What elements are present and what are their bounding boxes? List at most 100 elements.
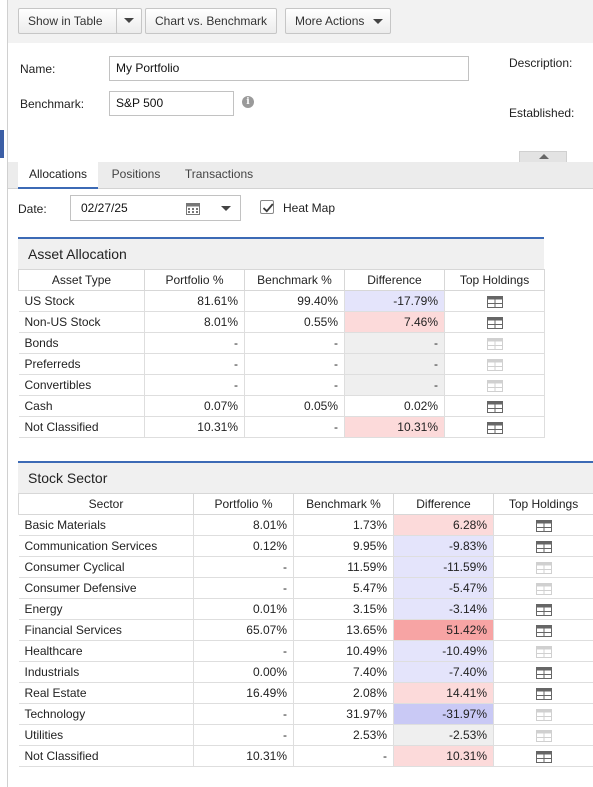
calendar-icon[interactable] xyxy=(186,202,200,215)
more-actions-button[interactable]: More Actions xyxy=(285,8,391,34)
show-in-table-button[interactable]: Show in Table xyxy=(18,8,118,34)
table-grid-icon[interactable] xyxy=(486,421,503,434)
table-grid-icon[interactable] xyxy=(486,400,503,413)
difference-cell: - xyxy=(344,353,445,375)
date-picker[interactable]: 02/27/25 xyxy=(70,195,241,221)
benchmark-percent-cell: - xyxy=(244,416,345,438)
table-grid-icon[interactable] xyxy=(535,666,552,679)
table-grid-icon[interactable] xyxy=(486,316,503,329)
top-holdings-cell[interactable] xyxy=(493,514,593,536)
row-name-cell: Technology xyxy=(18,703,194,725)
show-in-table-dropdown-button[interactable] xyxy=(116,8,142,34)
table-row: Industrials 0.00% 7.40% -7.40% xyxy=(18,661,593,683)
portfolio-percent-cell: 0.12% xyxy=(193,535,294,557)
benchmark-percent-cell: - xyxy=(244,374,345,396)
tab-transactions-label: Transactions xyxy=(184,167,254,181)
tab-allocations[interactable]: Allocations xyxy=(18,162,98,189)
portfolio-percent-cell: - xyxy=(144,374,245,396)
table-grid-icon[interactable] xyxy=(535,603,552,616)
row-name-cell: Industrials xyxy=(18,661,194,683)
collapse-header-button[interactable] xyxy=(519,151,567,162)
table-row: Real Estate 16.49% 2.08% 14.41% xyxy=(18,682,593,704)
portfolio-percent-cell: - xyxy=(193,724,294,746)
table-grid-icon xyxy=(486,379,503,392)
top-holdings-cell xyxy=(444,332,545,354)
info-icon[interactable]: i xyxy=(242,96,254,108)
benchmark-input[interactable]: S&P 500 xyxy=(109,91,234,116)
top-holdings-cell[interactable] xyxy=(493,535,593,557)
difference-cell: - xyxy=(344,374,445,396)
table-row: Consumer Defensive -5.47% -5.47% xyxy=(18,577,593,599)
table-row: Utilities -2.53% -2.53% xyxy=(18,724,593,746)
top-holdings-cell[interactable] xyxy=(444,311,545,333)
heat-map-label: Heat Map xyxy=(283,201,336,215)
top-holdings-cell xyxy=(493,577,593,599)
established-label: Established: xyxy=(509,106,575,120)
benchmark-percent-cell: 31.97% xyxy=(293,703,394,725)
table-grid-icon[interactable] xyxy=(535,624,552,637)
table-row: Consumer Cyclical -11.59% -11.59% xyxy=(18,556,593,578)
benchmark-percent-cell: - xyxy=(293,745,394,767)
row-name-cell: Convertibles xyxy=(18,374,145,396)
column-header: Portfolio % xyxy=(193,493,294,515)
table-grid-icon[interactable] xyxy=(486,295,503,308)
row-name-cell: Real Estate xyxy=(18,682,194,704)
date-value: 02/27/25 xyxy=(81,201,128,215)
table-row: Cash 0.07% 0.05% 0.02% xyxy=(18,395,545,417)
top-holdings-cell[interactable] xyxy=(493,661,593,683)
table-grid-icon[interactable] xyxy=(535,750,552,763)
table-grid-icon[interactable] xyxy=(535,540,552,553)
benchmark-percent-cell: 2.53% xyxy=(293,724,394,746)
row-name-cell: Healthcare xyxy=(18,640,194,662)
table-grid-icon xyxy=(486,358,503,371)
top-holdings-cell[interactable] xyxy=(493,745,593,767)
heat-map-checkbox[interactable] xyxy=(260,200,274,214)
portfolio-percent-cell: 65.07% xyxy=(193,619,294,641)
benchmark-percent-cell: 0.55% xyxy=(244,311,345,333)
portfolio-percent-cell: 10.31% xyxy=(193,745,294,767)
difference-cell: 51.42% xyxy=(393,619,494,641)
benchmark-percent-cell: 9.95% xyxy=(293,535,394,557)
row-name-cell: Bonds xyxy=(18,332,145,354)
top-holdings-cell[interactable] xyxy=(493,682,593,704)
row-name-cell: US Stock xyxy=(18,290,145,312)
chart-vs-benchmark-button[interactable]: Chart vs. Benchmark xyxy=(145,8,277,34)
top-holdings-cell xyxy=(444,374,545,396)
table-grid-icon[interactable] xyxy=(535,519,552,532)
left-edge-marker xyxy=(0,130,4,158)
difference-cell: 14.41% xyxy=(393,682,494,704)
top-holdings-cell[interactable] xyxy=(444,416,545,438)
portfolio-percent-cell: - xyxy=(144,353,245,375)
difference-cell: 10.31% xyxy=(344,416,445,438)
benchmark-percent-cell: 3.15% xyxy=(293,598,394,620)
stock-sector-title: Stock Sector xyxy=(18,461,593,493)
top-holdings-cell[interactable] xyxy=(493,619,593,641)
chevron-down-icon[interactable] xyxy=(221,206,231,211)
stock-sector-panel: Stock Sector Sector Portfolio % Benchmark … xyxy=(18,461,593,767)
difference-cell: -31.97% xyxy=(393,703,494,725)
table-row: Not Classified 10.31% -10.31% xyxy=(18,745,593,767)
column-header: Difference xyxy=(344,269,445,291)
row-name-cell: Consumer Cyclical xyxy=(18,556,194,578)
tab-transactions[interactable]: Transactions xyxy=(176,162,262,189)
top-holdings-cell[interactable] xyxy=(493,598,593,620)
chevron-up-icon xyxy=(539,154,549,159)
benchmark-percent-cell: 1.73% xyxy=(293,514,394,536)
difference-cell: -3.14% xyxy=(393,598,494,620)
table-row: Financial Services 65.07% 13.65% 51.42% xyxy=(18,619,593,641)
portfolio-name-input[interactable]: My Portfolio xyxy=(109,56,469,81)
top-holdings-cell[interactable] xyxy=(444,395,545,417)
row-name-cell: Cash xyxy=(18,395,145,417)
top-holdings-cell[interactable] xyxy=(444,290,545,312)
tab-bar: Allocations Positions Transactions xyxy=(8,162,593,189)
asset-allocation-title: Asset Allocation xyxy=(18,237,544,269)
benchmark-label: Benchmark: xyxy=(20,97,85,111)
table-grid-icon[interactable] xyxy=(535,687,552,700)
asset-allocation-table: Asset Type Portfolio % Benchmark % Differen… xyxy=(18,269,545,438)
row-name-cell: Preferreds xyxy=(18,353,145,375)
toolbar: Show in Table Chart vs. Benchmark More A… xyxy=(8,0,593,43)
difference-cell: -9.83% xyxy=(393,535,494,557)
tab-positions[interactable]: Positions xyxy=(103,162,169,189)
table-grid-icon xyxy=(535,582,552,595)
column-header: Asset Type xyxy=(18,269,145,291)
